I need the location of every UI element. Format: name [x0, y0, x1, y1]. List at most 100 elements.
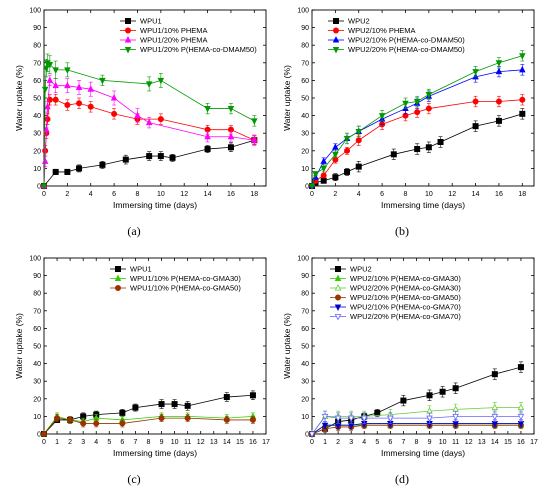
legend-label: WPU1/10% PHEMA: [140, 26, 208, 35]
series-5: [308, 410, 525, 438]
y-tick-label: 20: [33, 396, 41, 403]
x-tick-label: 13: [210, 439, 218, 446]
data-point: [517, 403, 525, 411]
data-point: [171, 401, 178, 408]
data-point: [44, 102, 51, 110]
data-point: [332, 174, 339, 181]
chart-panel-b: 0 2 4 6 8 10 12 14 16 18 0 10 20 30 40 50 60 70 80 90 100 Imm…: [282, 8, 535, 238]
series-3: [40, 53, 258, 190]
data-point: [111, 110, 118, 117]
y-tick-label: 50: [33, 96, 41, 103]
x-tick-label: 8: [147, 439, 151, 446]
data-point: [75, 83, 83, 90]
series-0: [41, 390, 256, 437]
data-point: [99, 161, 106, 168]
series-line: [43, 394, 253, 435]
data-point: [321, 422, 329, 430]
data-point: [355, 128, 362, 136]
legend-label: WPU1: [130, 265, 152, 274]
x-tick-label: 16: [227, 191, 235, 198]
y-tick-label: 20: [301, 396, 309, 403]
x-tick-label: 11: [184, 439, 191, 446]
y-tick-label: 30: [301, 379, 309, 386]
legend-label: WPU1: [140, 17, 162, 26]
data-point: [64, 168, 71, 175]
legend-label: WPU2/20% P(HEMA-co-GMA30): [350, 284, 461, 293]
legend-marker: [115, 284, 122, 291]
data-point: [495, 67, 503, 75]
x-tick-label: 0: [42, 191, 46, 198]
data-point: [204, 106, 211, 113]
series-line: [43, 139, 255, 187]
y-tick-label: 0: [37, 432, 41, 439]
data-point: [157, 77, 165, 85]
x-tick-label: 6: [112, 191, 116, 198]
series-line: [311, 55, 523, 187]
data-point: [425, 105, 432, 112]
x-tick-label: 7: [133, 439, 137, 446]
y-axis-label: Water uptake (%): [14, 313, 24, 379]
data-point: [41, 157, 49, 164]
series-line: [43, 99, 255, 187]
x-tick-label: 14: [491, 439, 499, 446]
y-axis-label: Water uptake (%): [282, 65, 292, 131]
data-point: [390, 151, 397, 158]
x-tick-label: 4: [357, 191, 361, 198]
data-point: [52, 168, 59, 175]
data-point: [227, 144, 234, 151]
series-3: [308, 50, 526, 190]
data-point: [332, 151, 339, 159]
data-point: [119, 409, 126, 416]
data-point: [64, 81, 71, 89]
x-tick-label: 3: [81, 439, 85, 446]
data-point: [519, 96, 526, 103]
y-tick-label: 80: [33, 291, 41, 298]
x-tick-label: 8: [415, 439, 419, 446]
y-tick-label: 90: [301, 273, 309, 280]
legend-label: WPU1/10% P(HEMA-co-GMA30): [130, 274, 241, 283]
y-tick-label: 0: [37, 184, 41, 191]
data-point: [413, 99, 421, 106]
y-tick-label: 60: [301, 326, 309, 333]
x-tick-label: 6: [120, 439, 124, 446]
data-point: [134, 111, 141, 119]
data-point: [227, 132, 235, 140]
legend-marker: [332, 17, 339, 24]
data-point: [374, 409, 381, 416]
data-point: [312, 171, 319, 178]
chart-panel-a: 0 2 4 6 8 10 12 14 16 18 0 10 20 30 40 50 60 70 80 90 100 Imm…: [14, 8, 267, 238]
data-point: [184, 415, 191, 422]
y-tick-label: 0: [305, 184, 309, 191]
data-point: [425, 91, 433, 99]
data-point: [43, 65, 50, 73]
data-point: [414, 146, 421, 153]
x-tick-label: 14: [223, 439, 231, 446]
data-point: [320, 172, 327, 179]
y-tick-label: 0: [305, 432, 309, 439]
x-tick-label: 10: [171, 439, 179, 446]
panel-label: (a): [127, 224, 140, 238]
x-tick-label: 11: [452, 439, 459, 446]
x-tick-label: 9: [160, 439, 164, 446]
data-point: [122, 156, 129, 163]
data-point: [378, 113, 386, 120]
series-2: [41, 414, 256, 437]
data-point: [414, 109, 421, 116]
data-point: [204, 132, 211, 140]
y-tick-label: 10: [301, 166, 309, 173]
data-point: [519, 53, 526, 60]
data-point: [360, 415, 368, 423]
y-tick-label: 10: [33, 414, 41, 421]
y-tick-label: 20: [33, 148, 41, 155]
y-tick-label: 50: [301, 344, 309, 351]
data-point: [344, 168, 351, 175]
data-point: [426, 415, 433, 423]
y-tick-label: 100: [29, 256, 41, 263]
y-tick-label: 30: [33, 131, 41, 138]
data-point: [249, 392, 256, 399]
y-tick-label: 70: [33, 308, 41, 315]
data-point: [158, 415, 165, 422]
series-line: [311, 424, 521, 435]
